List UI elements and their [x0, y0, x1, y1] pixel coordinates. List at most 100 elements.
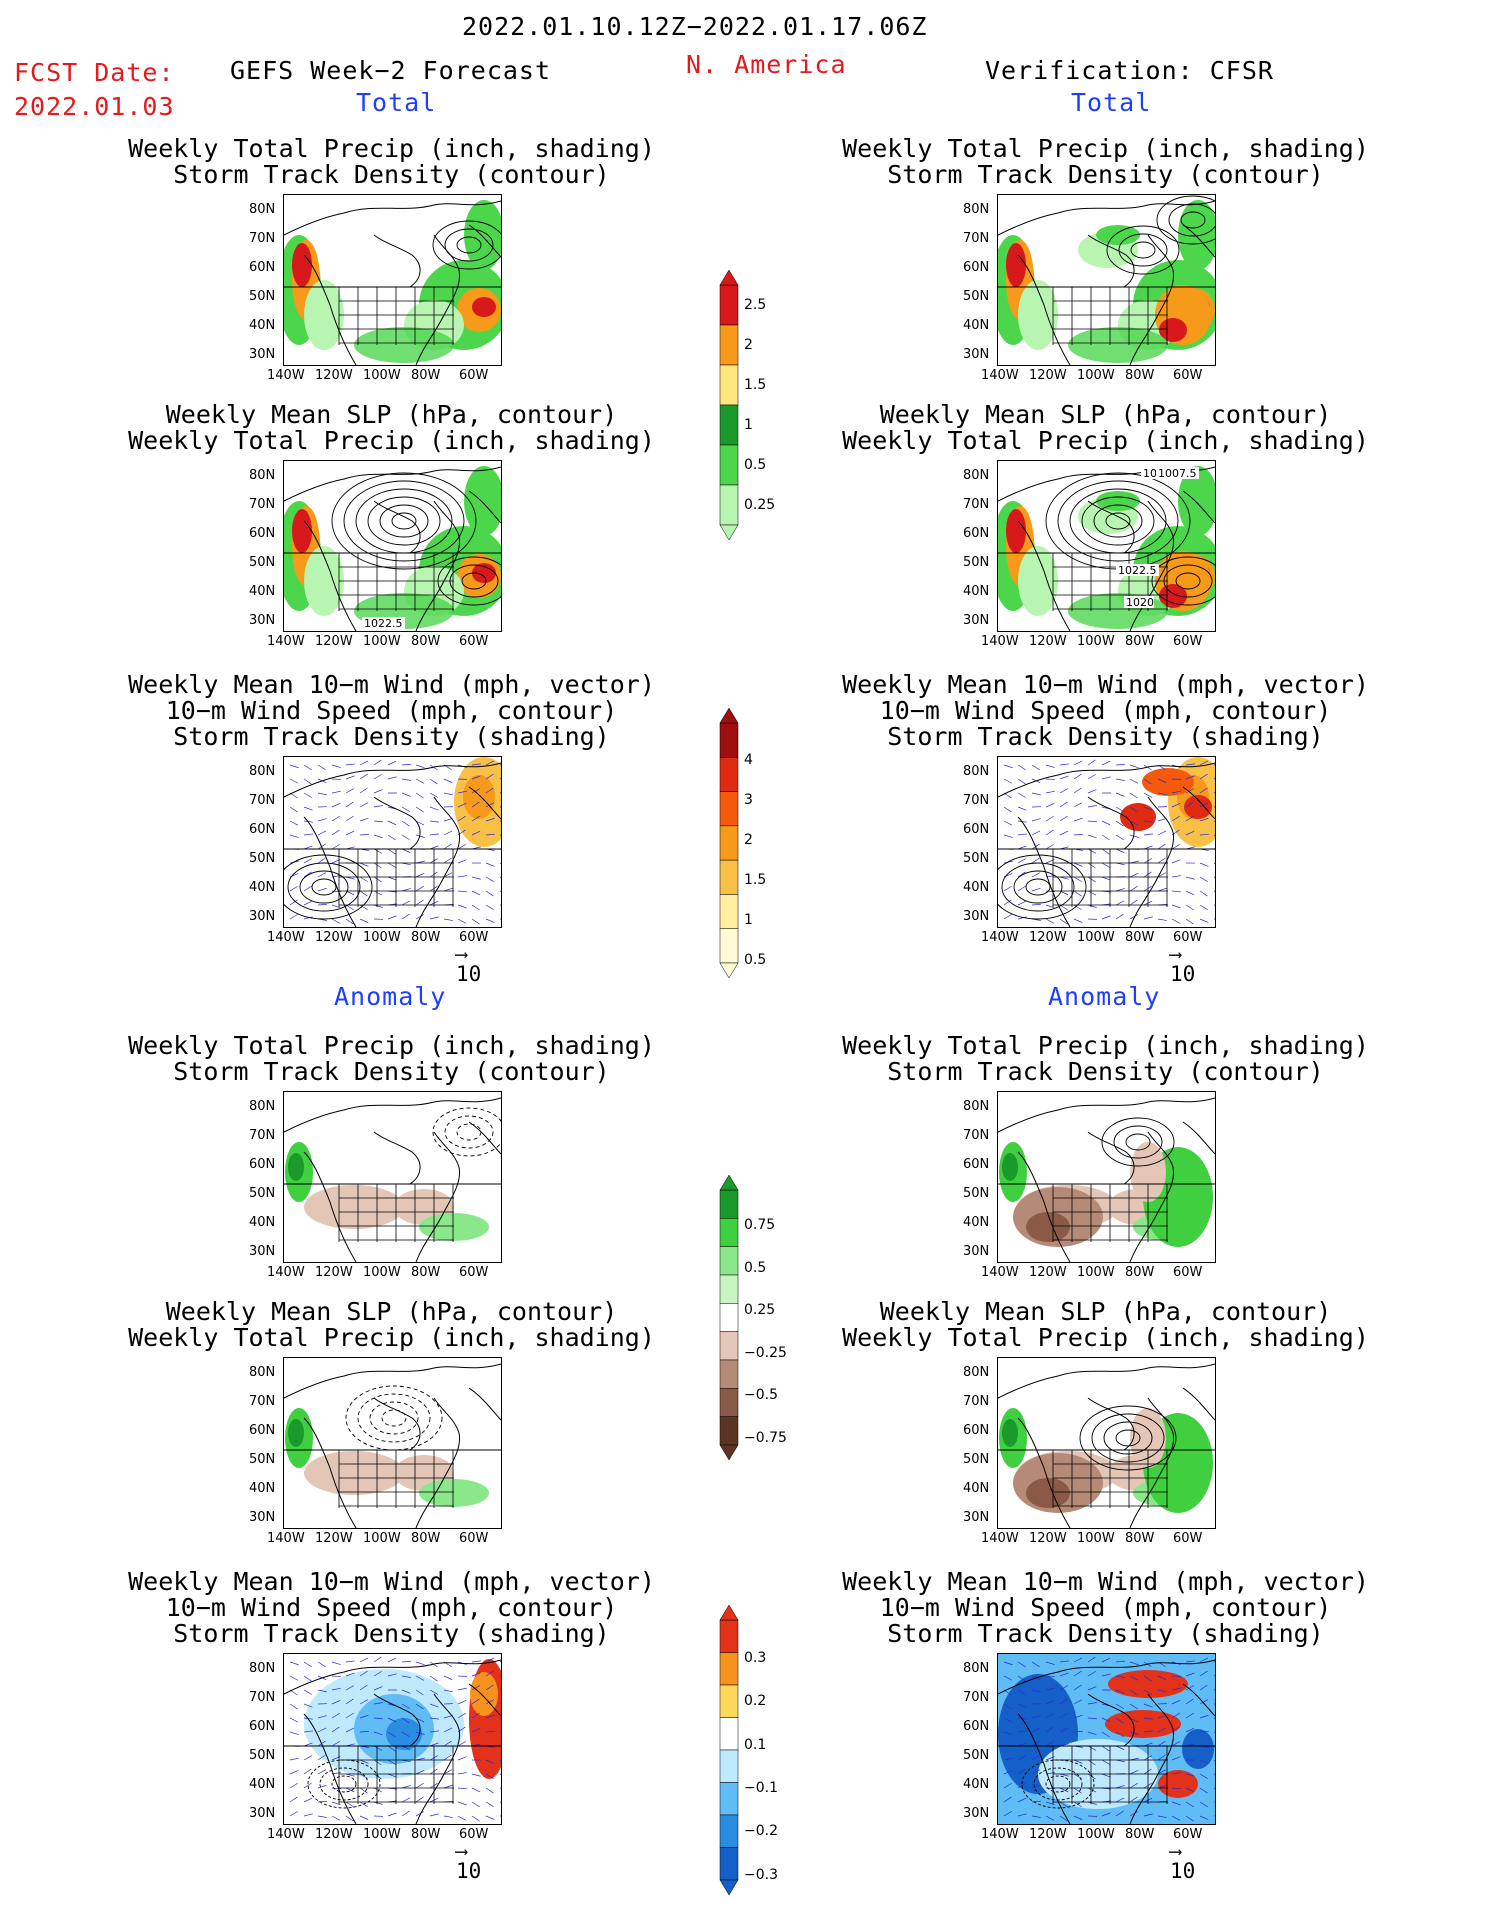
lon-tick-label: 120W	[1029, 1265, 1067, 1280]
colorbar-tick-label: 0.25	[744, 497, 776, 513]
lon-tick-label: 120W	[1029, 634, 1067, 649]
lon-tick-label: 80W	[1125, 930, 1155, 945]
colorbar-swatch	[719, 757, 739, 792]
lon-tick-label: 140W	[981, 1827, 1019, 1842]
map-plot	[283, 756, 502, 928]
colorbar-tick-label: 0.25	[744, 1302, 776, 1319]
panel-title: Weekly Mean SLP (hPa, contour) Weekly Tot…	[806, 402, 1406, 454]
lon-tick-label: 80W	[1125, 1531, 1155, 1546]
lat-tick-label: 50N	[963, 1186, 990, 1201]
panel-title-line: Weekly Mean 10−m Wind (mph, vector)	[842, 670, 1369, 699]
lat-tick-label: 80N	[963, 1099, 990, 1114]
date-range-title: 2022.01.10.12Z−2022.01.17.06Z	[462, 12, 928, 41]
lon-tick-label: 100W	[1077, 634, 1115, 649]
lat-tick-label: 70N	[249, 1128, 276, 1143]
lon-tick-label: 140W	[981, 634, 1019, 649]
colorbar-swatch	[719, 1619, 739, 1653]
lat-tick-label: 30N	[249, 347, 276, 362]
contour-label: 1022.5	[364, 617, 403, 630]
panel-title-line: Weekly Total Precip (inch, shading)	[842, 1031, 1369, 1060]
colorbar-tick-label: 1	[744, 417, 753, 433]
map-field	[284, 1097, 501, 1262]
colorbar-tick-label: −0.1	[744, 1779, 778, 1796]
panel-title-line: Weekly Total Precip (inch, shading)	[842, 426, 1369, 455]
colorbar-tick-label: 0.75	[744, 1217, 776, 1234]
map-field: 10 1007.5 1022.5 1020	[998, 466, 1215, 631]
lat-tick-label: 80N	[963, 1365, 990, 1380]
lat-tick-label: 70N	[963, 793, 990, 808]
lon-tick-label: 120W	[315, 930, 353, 945]
colorbar-tick-label: 0.5	[744, 952, 767, 969]
lon-tick-label: 140W	[267, 930, 305, 945]
lat-tick-label: 70N	[963, 231, 990, 246]
panel-title-line: Weekly Total Precip (inch, shading)	[842, 134, 1369, 163]
panel-title: Weekly Total Precip (inch, shading) Storm…	[806, 136, 1406, 188]
lon-tick-label: 100W	[1077, 1531, 1115, 1546]
colorbar-swatch	[719, 1189, 739, 1219]
colorbar-swatch	[719, 484, 739, 526]
lat-tick-label: 40N	[249, 318, 276, 333]
lon-tick-label: 60W	[1173, 634, 1203, 649]
lon-tick-label: 80W	[411, 930, 441, 945]
contour-label: 1022.5	[1118, 564, 1157, 577]
colorbar-tick-label: 3	[744, 792, 753, 809]
lat-tick-label: 70N	[963, 1394, 990, 1409]
colorbar-swatch	[719, 1782, 739, 1816]
panel-title-line: Weekly Total Precip (inch, shading)	[128, 426, 655, 455]
lon-tick-label: 60W	[1173, 930, 1203, 945]
colorbar-swatch	[719, 1847, 739, 1881]
lon-tick-label: 60W	[459, 1265, 489, 1280]
vector-scale: ⟶ 10	[1170, 944, 1196, 987]
lat-tick-label: 80N	[249, 1365, 276, 1380]
map-plot	[997, 756, 1216, 928]
colorbar-swatch	[719, 444, 739, 486]
lon-tick-label: 80W	[1125, 1265, 1155, 1280]
map-plot	[997, 1653, 1216, 1825]
lat-tick-label: 40N	[249, 584, 276, 599]
panel-title-line: Weekly Mean 10−m Wind (mph, vector)	[128, 670, 655, 699]
colorbar-tick-label: 2.5	[744, 297, 767, 313]
panel-title-line: Weekly Mean SLP (hPa, contour)	[879, 1297, 1332, 1326]
lat-tick-label: 70N	[963, 1128, 990, 1143]
panel-title-line: Weekly Total Precip (inch, shading)	[128, 1323, 655, 1352]
panel-title-line: Storm Track Density (shading)	[887, 1619, 1324, 1648]
colorbar-tick-label: 2	[744, 832, 753, 849]
colorbar-swatch	[719, 284, 739, 326]
vector-scale: ⟶ 10	[456, 944, 482, 987]
lat-tick-label: 80N	[963, 202, 990, 217]
colorbar-swatch	[719, 1684, 739, 1718]
lon-tick-label: 100W	[363, 1531, 401, 1546]
map-field	[284, 1363, 501, 1528]
lat-tick-label: 70N	[249, 793, 276, 808]
lat-tick-label: 40N	[963, 584, 990, 599]
lon-tick-label: 120W	[315, 1827, 353, 1842]
lat-tick-label: 60N	[963, 1719, 990, 1734]
lat-tick-label: 30N	[963, 909, 990, 924]
lat-tick-label: 60N	[963, 1423, 990, 1438]
map-plot: 10 1007.5 1022.5 1020	[997, 460, 1216, 632]
region-title: N. America	[686, 50, 847, 79]
lat-tick-label: 70N	[249, 497, 276, 512]
lon-tick-label: 80W	[411, 368, 441, 383]
lon-tick-label: 60W	[1173, 1265, 1203, 1280]
panel-title-line: Weekly Mean SLP (hPa, contour)	[165, 400, 618, 429]
colorbar-swatch	[719, 404, 739, 446]
panel-title: Weekly Mean 10−m Wind (mph, vector) 10−m …	[806, 672, 1406, 750]
colorbar-swatch	[719, 1814, 739, 1848]
lat-tick-label: 60N	[249, 1719, 276, 1734]
lat-tick-label: 50N	[249, 1452, 276, 1467]
colorbar-swatch	[719, 1246, 739, 1276]
lat-tick-label: 30N	[963, 1244, 990, 1259]
panel-title: Weekly Total Precip (inch, shading) Storm…	[92, 136, 692, 188]
map-plot	[997, 1091, 1216, 1263]
lat-tick-label: 70N	[249, 1394, 276, 1409]
colorbar-tick-label: 2	[744, 337, 753, 353]
vector-scale-label: 10	[456, 1859, 482, 1883]
lat-tick-label: 40N	[963, 1777, 990, 1792]
panel-title: Weekly Mean SLP (hPa, contour) Weekly Tot…	[806, 1299, 1406, 1351]
lon-tick-label: 100W	[1077, 930, 1115, 945]
panel-title: Weekly Mean 10−m Wind (mph, vector) 10−m …	[92, 672, 692, 750]
lat-tick-label: 30N	[249, 1244, 276, 1259]
fcst-date-label: FCST Date:	[14, 58, 175, 87]
lon-tick-label: 100W	[363, 368, 401, 383]
